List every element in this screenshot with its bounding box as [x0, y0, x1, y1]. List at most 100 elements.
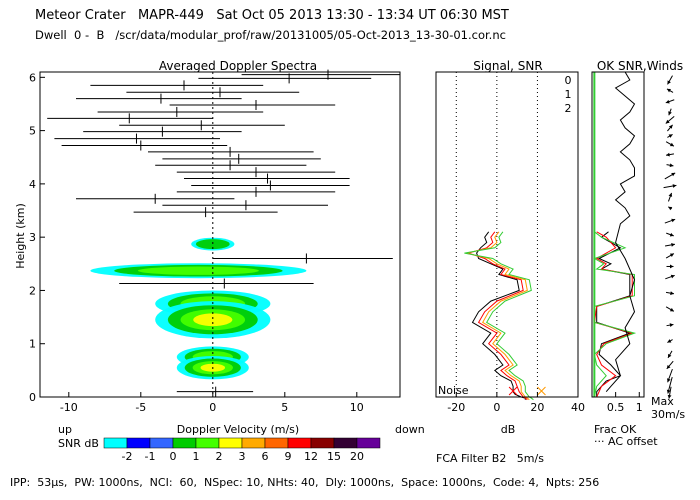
frac-ok-line-1: [593, 231, 634, 398]
colorbar-tick-6: 6: [262, 450, 269, 463]
wind-arrowhead-19: [670, 274, 675, 279]
noise-mark-1: [537, 386, 546, 396]
spectra-y-tick-label-1: 1: [29, 338, 36, 351]
wind-arrows: [663, 75, 677, 399]
echo-layer-3-ring-3: [193, 313, 233, 327]
wind-arrowhead-13: [668, 206, 673, 211]
snr-line-0: [471, 231, 526, 400]
wind-arrowhead-20: [670, 291, 674, 296]
wind-arrowhead-24: [668, 353, 672, 358]
frac-ok-frame: [591, 71, 645, 398]
snr-legend: 012: [565, 74, 572, 115]
colorbar-swatch-8: [287, 437, 312, 449]
snr-legend-0: 0: [565, 74, 572, 87]
spectra-x-tick-label-0: -10: [60, 401, 78, 414]
spectra-y-tick-label-3: 3: [29, 231, 36, 244]
spectra-panel: Averaged Doppler Spectra -10 -5 0 5 10 0 1 2 3 4…: [14, 59, 401, 436]
winds-panel: OK SNR,Winds 0.5 1 Frac OK ··· AC offset …: [591, 59, 685, 448]
wind-arrowhead-7: [669, 142, 674, 147]
colorbar-tick-4: 2: [216, 450, 223, 463]
winds-title: OK SNR,Winds: [597, 59, 683, 73]
wind-scale-label: Max 30m/s: [651, 395, 685, 421]
wind-arrowhead-5: [668, 124, 673, 129]
echo-layer-1-ring-2: [137, 266, 259, 275]
snr-line-3: [464, 231, 534, 401]
colorbar-swatch-9: [310, 437, 335, 449]
ac-offset-line: [605, 71, 636, 393]
spectra-y-tick-label-0: 0: [29, 391, 36, 404]
frac-ok-line-2: [593, 231, 637, 398]
snr-legend-2: 2: [565, 102, 572, 115]
filter-label: FCA Filter B2 5m/s: [436, 452, 544, 465]
snr-series: [464, 231, 546, 401]
wind-scale-line-1: 30m/s: [651, 408, 685, 421]
echo-layer-0-ring-1: [195, 239, 230, 250]
frac-ok-series: [593, 71, 637, 398]
wind-scale-line-0: Max: [651, 395, 674, 408]
frac-ok-x-label: Frac OK: [594, 423, 637, 436]
spectra-x-ticks: -10 -5 0 5 10: [60, 392, 364, 414]
colorbar-tick-10: 20: [350, 450, 364, 463]
wind-arrowhead-26: [667, 378, 671, 383]
noise-label: Noise: [438, 384, 469, 397]
colorbar-tick-7: 9: [285, 450, 292, 463]
wind-arrowhead-18: [669, 264, 674, 269]
wind-arrowhead-9: [669, 163, 674, 168]
colorbar-swatch-0: [103, 437, 128, 449]
spectra-y-ticks: 0 1 2 3 4 5 6: [29, 71, 45, 404]
colorbar-tick-5: 3: [239, 450, 246, 463]
colorbar-swatch-4: [195, 437, 220, 449]
snr-line-1: [466, 231, 528, 401]
spectra-x-label: Doppler Velocity (m/s): [177, 423, 299, 436]
snr-x-label: dB: [501, 423, 516, 436]
spectra-y-tick-label-6: 6: [29, 71, 36, 84]
wind-arrowhead-6: [668, 134, 673, 138]
colorbar-tick-0: -2: [122, 450, 133, 463]
ac-offset-note: ··· AC offset: [594, 435, 658, 448]
wind-arrowhead-16: [671, 243, 675, 247]
spectra-y-label: Height (km): [14, 203, 27, 269]
wind-arrowhead-23: [667, 339, 672, 343]
wind-arrowhead-0: [667, 80, 671, 85]
colorbar-swatch-7: [264, 437, 289, 449]
colorbar-swatch-5: [218, 437, 243, 449]
frac-ok-x-tick-label-0: 0.5: [607, 401, 625, 414]
snr-x-ticks: -20 0 20 40: [447, 392, 585, 414]
spectra-y-tick-label-2: 2: [29, 284, 36, 297]
wind-arrowhead-2: [665, 99, 670, 104]
colorbar-up-label: up: [58, 423, 72, 436]
spectra-x-tick-label-3: 5: [281, 401, 288, 414]
wind-arrowhead-17: [669, 253, 674, 257]
wind-arrowhead-28: [667, 394, 672, 399]
mean-velocity-bars: [47, 69, 400, 397]
frac-ok-x-tick-label-1: 1: [636, 401, 643, 414]
wind-arrowhead-3: [668, 111, 672, 116]
colorbar-swatch-2: [149, 437, 174, 449]
snr-panel: Signal, SNR -20 0 20 40 012 Noise dB: [435, 59, 585, 436]
spectra-x-tick-label-1: -5: [135, 401, 146, 414]
colorbar-swatches: [103, 437, 381, 449]
spectra-x-tick-label-2: 0: [209, 401, 216, 414]
noise-mark-0: [508, 386, 518, 396]
header-dwell-path: Dwell 0 - B /scr/data/modular_prof/raw/2…: [35, 28, 506, 42]
wind-arrowhead-4: [665, 119, 670, 124]
colorbar-tick-1: -1: [145, 450, 156, 463]
wind-arrowhead-25: [666, 364, 671, 369]
snr-title: Signal, SNR: [473, 59, 542, 73]
wind-arrowhead-11: [672, 184, 677, 188]
colorbar-tick-9: 15: [327, 450, 341, 463]
wind-arrowhead-12: [668, 192, 673, 197]
snr-x-tick-label-0: -20: [447, 401, 465, 414]
colorbar-swatch-11: [356, 437, 381, 449]
colorbar-swatch-3: [172, 437, 197, 449]
snr-legend-1: 1: [565, 88, 572, 101]
spectra-x-tick-label-4: 10: [350, 401, 364, 414]
wind-arrowhead-10: [671, 172, 676, 177]
colorbar-swatch-10: [333, 437, 358, 449]
colorbar-tick-3: 1: [193, 450, 200, 463]
wind-arrowhead-8: [666, 152, 670, 157]
snr-frame: [435, 71, 579, 398]
radar-parameters: IPP: 53μs, PW: 1000ns, NCI: 60, NSpec: 1…: [10, 476, 600, 489]
colorbar-down-label: down: [395, 423, 425, 436]
